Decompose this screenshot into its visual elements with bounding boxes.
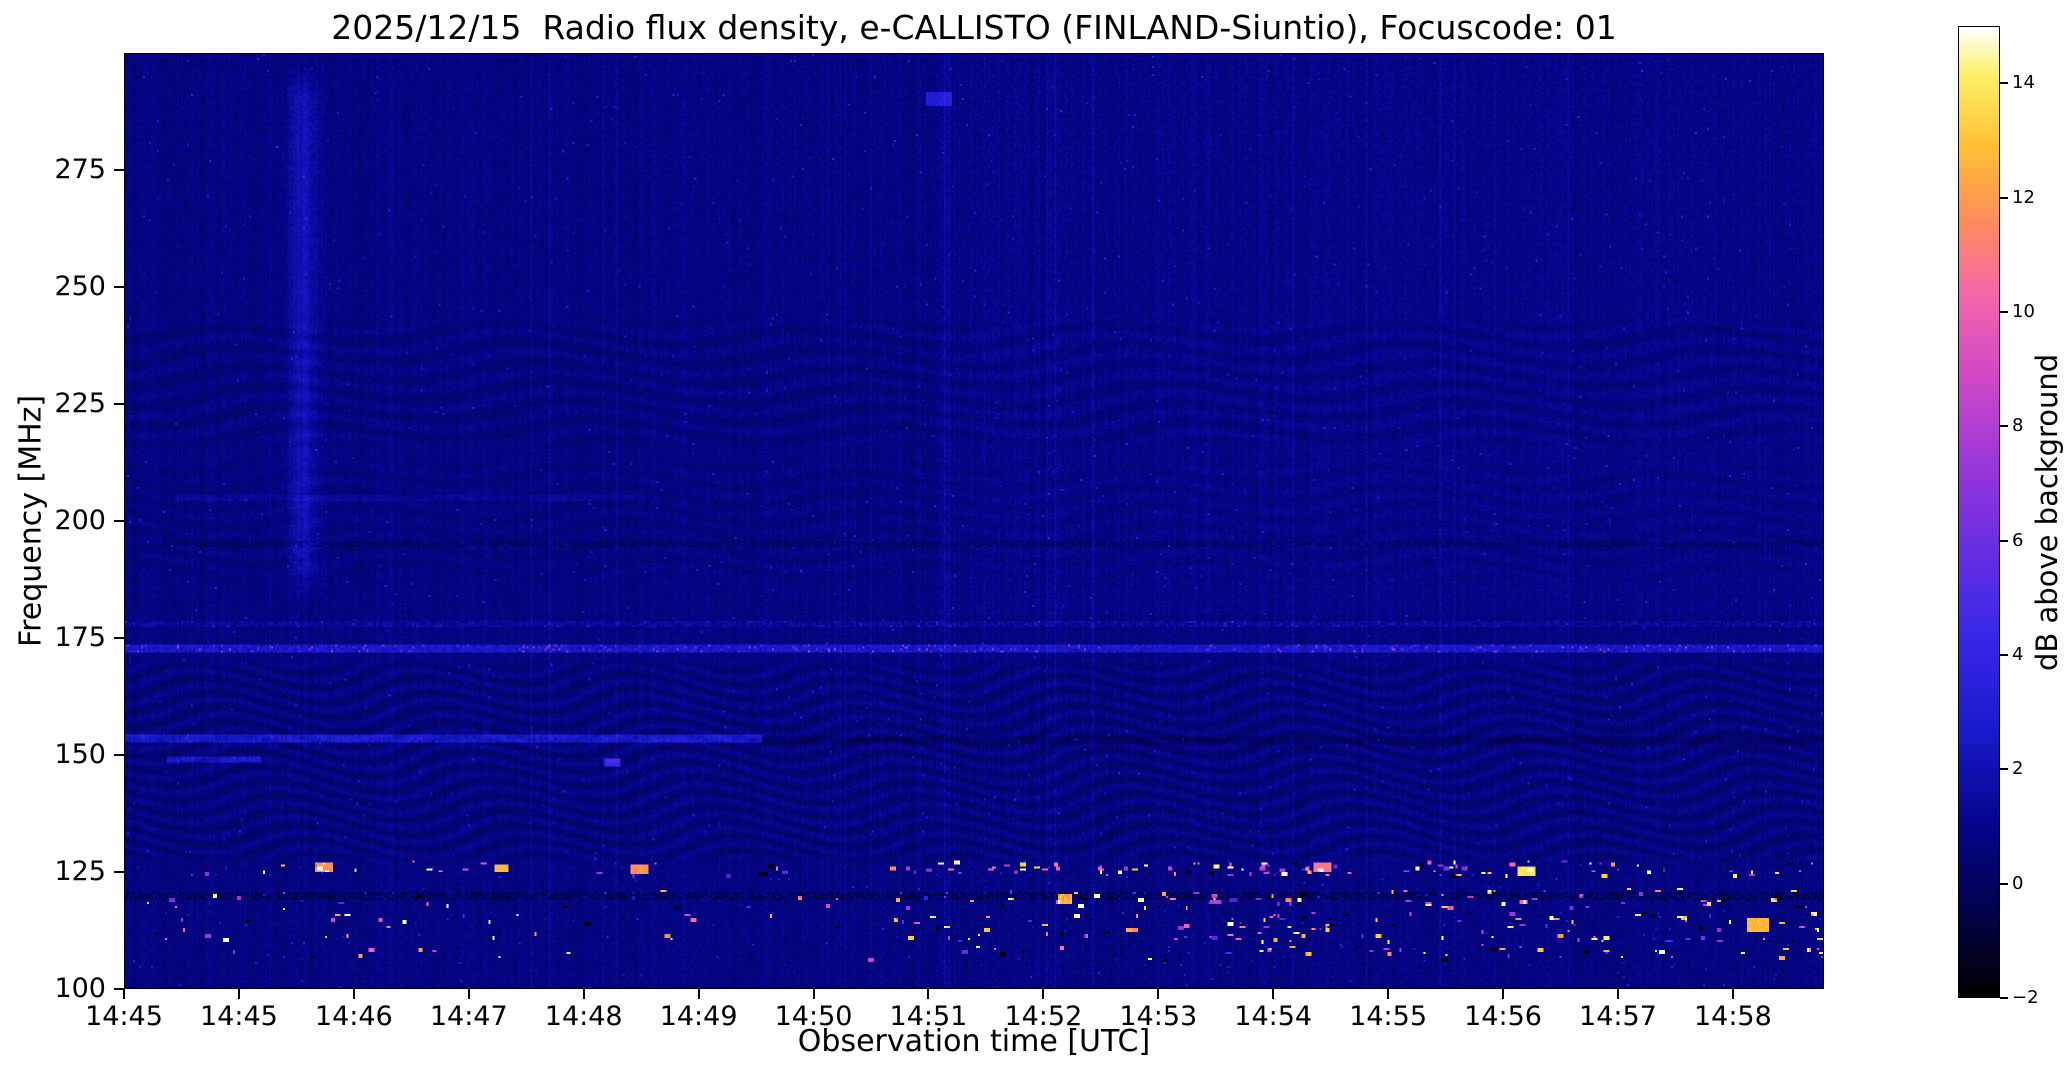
- x-tick-label: 14:56: [1464, 1001, 1542, 1032]
- y-tick-mark: [114, 520, 124, 522]
- x-tick-label: 14:52: [1004, 1001, 1083, 1032]
- colorbar-tick-label: 8: [2012, 415, 2024, 437]
- y-tick-label: 200: [54, 505, 106, 536]
- colorbar: [1958, 26, 2000, 998]
- colorbar-tick-label: 6: [2012, 529, 2024, 551]
- y-tick-mark: [114, 988, 124, 990]
- y-tick-label: 100: [54, 973, 106, 1004]
- colorbar-tick-mark: [2000, 768, 2008, 771]
- x-tick-mark: [352, 989, 355, 999]
- colorbar-tick-mark: [2000, 997, 2008, 999]
- y-tick-mark: [114, 871, 124, 873]
- colorbar-tick-mark: [2000, 653, 2008, 656]
- x-tick-mark: [1731, 989, 1734, 999]
- x-axis-label: Observation time [UTC]: [797, 1024, 1151, 1059]
- x-tick-mark: [1042, 989, 1045, 999]
- colorbar-tick-label: 2: [2012, 758, 2024, 780]
- x-tick-label: 14:58: [1693, 1001, 1772, 1032]
- x-tick-mark: [927, 989, 930, 999]
- colorbar-tick-label: 0: [2012, 872, 2024, 894]
- x-tick-mark: [812, 989, 815, 999]
- x-tick-label: 14:57: [1579, 1001, 1657, 1032]
- x-tick-mark: [237, 989, 240, 999]
- y-tick-label: 225: [54, 388, 106, 419]
- y-tick-mark: [114, 403, 124, 405]
- x-tick-label: 14:49: [659, 1001, 738, 1032]
- x-tick-mark: [697, 989, 700, 999]
- y-tick-mark: [114, 169, 124, 171]
- y-tick-label: 250: [54, 271, 106, 302]
- x-tick-label: 14:48: [544, 1001, 623, 1032]
- plot-area: [124, 53, 1824, 989]
- colorbar-tick-mark: [2000, 882, 2008, 885]
- colorbar-tick-mark: [2000, 425, 2008, 428]
- colorbar-tick-label: 10: [2012, 300, 2035, 322]
- y-tick-mark: [114, 754, 124, 756]
- x-tick-label: 14:55: [1349, 1001, 1428, 1032]
- colorbar-tick-label: −2: [2012, 987, 2039, 1008]
- x-tick-label: 14:53: [1119, 1001, 1198, 1032]
- colorbar-tick-label: 12: [2012, 186, 2035, 208]
- colorbar-tick-label: 4: [2012, 643, 2024, 665]
- colorbar-tick-mark: [2000, 310, 2008, 313]
- x-tick-label: 14:50: [774, 1001, 853, 1032]
- x-tick-label: 14:45: [85, 1001, 163, 1032]
- x-tick-mark: [1502, 989, 1505, 999]
- x-tick-mark: [123, 989, 125, 999]
- y-tick-mark: [114, 286, 124, 288]
- y-tick-label: 275: [54, 154, 106, 185]
- colorbar-tick-mark: [2000, 196, 2008, 199]
- x-tick-label: 14:51: [889, 1001, 968, 1032]
- colorbar-tick-mark: [2000, 539, 2008, 542]
- y-tick-mark: [114, 637, 124, 639]
- x-tick-mark: [467, 989, 470, 999]
- spectrogram-canvas: [125, 54, 1823, 988]
- x-tick-mark: [1387, 989, 1390, 999]
- x-tick-mark: [1272, 989, 1275, 999]
- x-tick-mark: [1616, 989, 1619, 999]
- x-tick-mark: [582, 989, 585, 999]
- colorbar-tick-mark: [2000, 82, 2008, 85]
- x-tick-label: 14:47: [429, 1001, 508, 1032]
- colorbar-tick-label: 14: [2012, 72, 2035, 94]
- x-tick-label: 14:54: [1234, 1001, 1313, 1032]
- colorbar-gradient: [1959, 27, 1999, 997]
- x-tick-label: 14:46: [314, 1001, 393, 1032]
- x-tick-mark: [1157, 989, 1160, 999]
- colorbar-label: dB above background: [2030, 353, 2064, 671]
- y-tick-label: 150: [54, 739, 106, 770]
- y-tick-label: 125: [54, 856, 106, 887]
- y-tick-label: 175: [54, 622, 106, 653]
- chart-title: 2025/12/15 Radio flux density, e-CALLIST…: [331, 8, 1617, 47]
- x-tick-label: 14:45: [200, 1001, 278, 1032]
